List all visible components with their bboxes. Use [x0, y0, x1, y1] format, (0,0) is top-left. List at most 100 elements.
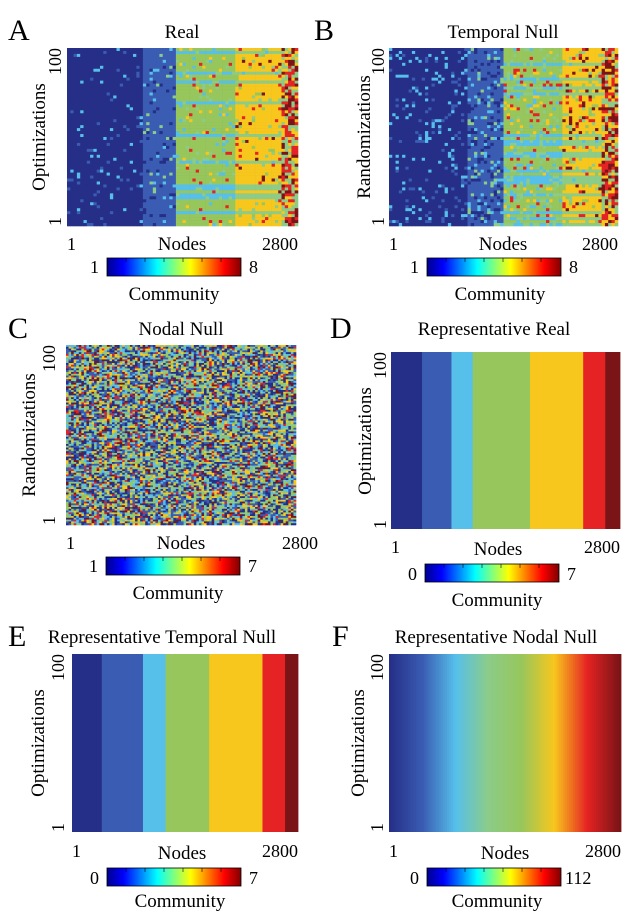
heatmap-cell: [392, 71, 396, 75]
heatmap-cell: [179, 50, 183, 55]
heatmap-cell: [67, 65, 71, 70]
heatmap-cell: [225, 71, 229, 75]
heatmap-cell: [447, 65, 452, 70]
heatmap-cell: [182, 116, 187, 120]
heatmap-cell: [238, 184, 243, 188]
heatmap-cell: [467, 68, 472, 73]
heatmap-cell: [265, 217, 269, 221]
heatmap-cell: [539, 68, 544, 73]
heatmap-cell: [389, 56, 393, 61]
heatmap-cell: [182, 110, 187, 114]
heatmap-cell: [241, 74, 246, 78]
heatmap-cell: [113, 71, 117, 75]
heatmap-cell: [136, 50, 140, 55]
heatmap-cell: [76, 193, 81, 197]
heatmap-cell: [192, 169, 196, 173]
heatmap-cell: [73, 148, 78, 153]
heatmap-cell: [136, 220, 140, 224]
heatmap-cell: [179, 116, 183, 120]
heatmap-cell: [510, 68, 514, 73]
heatmap-cell: [109, 166, 114, 170]
heatmap-cell: [503, 59, 508, 64]
heatmap-cell: [123, 205, 127, 209]
heatmap-cell: [123, 59, 127, 64]
heatmap-cell: [294, 131, 299, 135]
heatmap-cell: [195, 151, 200, 156]
heatmap-cell: [265, 98, 269, 102]
heatmap-cell: [179, 101, 183, 105]
heatmap-cell: [278, 214, 282, 218]
heatmap-cell: [278, 53, 282, 58]
colorbar-ticks: [125, 258, 222, 262]
heatmap-cell: [546, 56, 550, 61]
heatmap-cell: [166, 134, 170, 138]
heatmap-cell: [232, 65, 236, 70]
heatmap-cell: [195, 74, 200, 78]
heatmap-cell: [265, 220, 269, 224]
heatmap-cell: [205, 113, 210, 117]
heatmap-cell: [80, 134, 84, 138]
heatmap-cell: [261, 77, 266, 81]
heatmap-cell: [513, 50, 517, 55]
heatmap-cell: [268, 157, 272, 162]
heatmap-cell: [129, 193, 134, 197]
heatmap-cell: [100, 154, 104, 159]
heatmap-cell: [248, 119, 253, 123]
heatmap-cell: [235, 208, 239, 212]
heatmap-cell: [106, 65, 111, 70]
heatmap-cell: [228, 80, 233, 84]
heatmap-cell: [274, 107, 279, 111]
heatmap-cell: [265, 110, 269, 114]
heatmap-cell: [274, 190, 279, 194]
heatmap-cell: [199, 77, 203, 81]
heatmap-cell: [241, 128, 246, 132]
heatmap-cell: [562, 68, 566, 73]
heatmap-cell: [490, 50, 494, 55]
heatmap-cell: [162, 68, 167, 73]
heatmap-cell: [271, 128, 276, 132]
heatmap-cell: [265, 199, 269, 203]
heatmap-cell: [225, 122, 229, 126]
heatmap-cell: [199, 110, 203, 114]
heatmap-cell: [195, 205, 200, 209]
heatmap-cell: [109, 62, 114, 67]
heatmap-cell: [268, 89, 272, 93]
heatmap-cell: [96, 80, 101, 84]
heatmap-cell: [523, 77, 527, 81]
heatmap-cell: [212, 220, 216, 224]
heatmap-cell: [103, 98, 107, 102]
heatmap-cell: [265, 187, 269, 191]
heatmap-cell: [149, 166, 154, 170]
heatmap-cell: [149, 77, 154, 81]
heatmap-cell: [460, 65, 465, 70]
heatmap-cell: [67, 83, 71, 87]
heatmap-cell: [142, 134, 147, 138]
heatmap-cell: [80, 104, 84, 108]
heatmap-cell: [241, 110, 246, 114]
heatmap-cell: [428, 56, 432, 61]
heatmap-cell: [274, 125, 279, 129]
heatmap-cell: [152, 131, 157, 135]
heatmap-cell: [169, 53, 173, 58]
heatmap-cell: [172, 119, 177, 123]
heatmap-cell: [284, 125, 289, 129]
heatmap-cell: [411, 62, 416, 67]
heatmap-cell: [261, 95, 266, 99]
heatmap-cell: [493, 74, 498, 78]
heatmap-cell: [189, 116, 193, 120]
heatmap-cell: [146, 181, 150, 185]
heatmap-cell: [451, 62, 455, 67]
heatmap-cell: [199, 86, 203, 90]
heatmap-cell: [261, 68, 266, 73]
heatmap-cell: [179, 184, 183, 188]
heatmap-cell: [490, 53, 494, 58]
heatmap-cell: [215, 151, 220, 156]
heatmap-cell: [166, 154, 170, 159]
heatmap-cell: [123, 142, 127, 147]
heatmap-cell: [113, 181, 117, 185]
heatmap-cell: [215, 77, 220, 81]
heatmap-cell: [179, 220, 183, 224]
heatmap-cell: [245, 142, 249, 147]
heatmap-cell: [169, 166, 173, 170]
heatmap-cell: [228, 187, 233, 191]
